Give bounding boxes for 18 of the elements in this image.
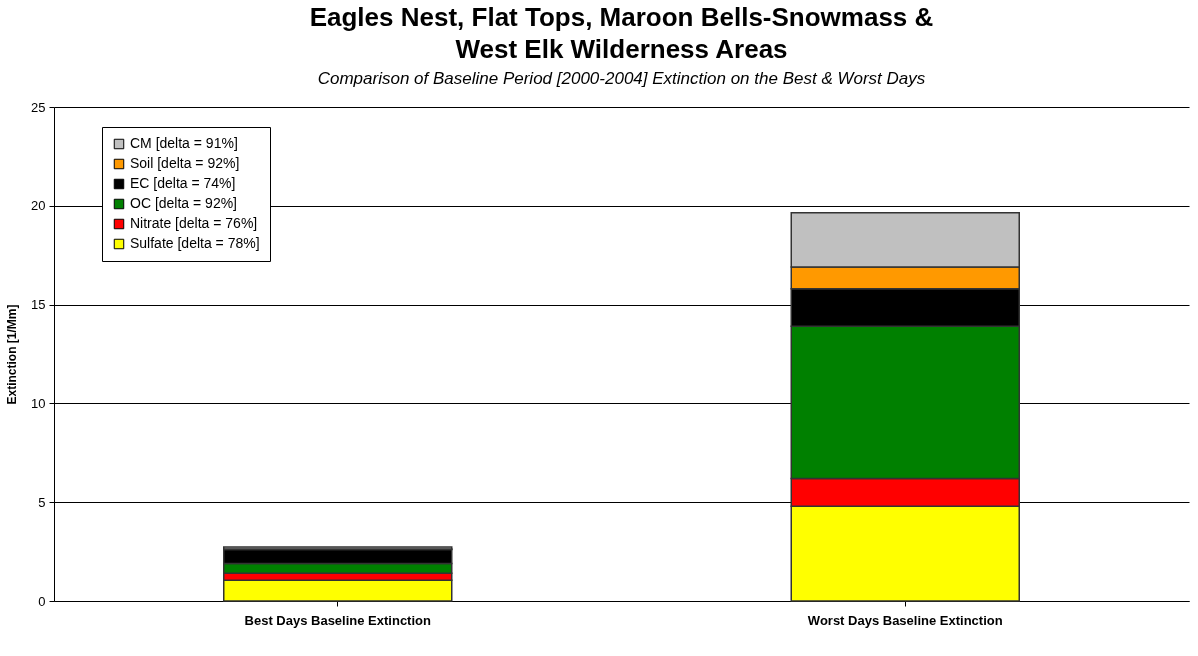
legend-label: Nitrate [delta = 76%] [130,215,258,231]
legend-label: CM [delta = 91%] [130,135,238,151]
y-tick-label: 10 [31,395,46,411]
legend-label: Sulfate [delta = 78%] [130,235,260,251]
y-tick-label: 25 [31,99,46,115]
legend-label: OC [delta = 92%] [130,195,238,211]
x-tick-label: Best Days Baseline Extinction [244,612,431,628]
x-tick-label: Worst Days Baseline Extinction [807,612,1003,628]
text: West Elk Wilderness Areas [455,34,788,64]
y-tick-label: 0 [38,593,46,609]
y-tick-label: 20 [31,198,46,214]
legend-label: EC [delta = 74%] [130,175,236,191]
text: Eagles Nest, Flat Tops, Maroon Bells-Snowmass & [309,2,934,32]
chart-subtitle: Comparison of Baseline Period [2000-2004] Extinction on the Best & Worst Days [317,69,926,88]
y-axis-title: Extinction [1/Mm] [5,304,20,405]
legend-label: Soil [delta = 92%] [130,155,240,171]
y-tick-label: 15 [31,297,46,313]
y-tick-label: 5 [38,494,46,510]
